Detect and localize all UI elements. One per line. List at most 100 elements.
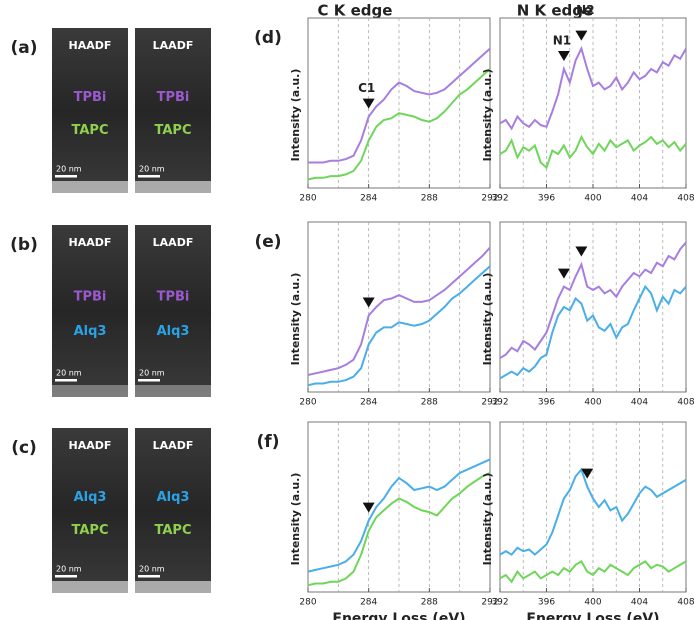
peak-label: C1 [358, 81, 375, 95]
x-tick-label: 392 [491, 194, 508, 204]
panel-label: (d) [254, 28, 282, 48]
peak-marker [362, 297, 375, 308]
peak-marker [362, 502, 375, 513]
x-tick-label: 292 [481, 194, 498, 204]
x-tick-label: 404 [631, 398, 648, 408]
scale-label: 20 nm [56, 565, 82, 574]
detector-label: LAADF [153, 439, 194, 452]
x-tick-label: 400 [584, 194, 601, 204]
x-tick-label: 404 [631, 194, 648, 204]
x-tick-label: 396 [538, 194, 555, 204]
x-tick-label: 408 [677, 194, 694, 204]
detector-label: LAADF [153, 39, 194, 52]
spectrum-line [307, 246, 491, 376]
spectrum-line [499, 467, 687, 556]
stem-image [52, 28, 128, 193]
detector-label: HAADF [69, 439, 112, 452]
spectrum-line [499, 134, 687, 170]
panel-label: (a) [10, 38, 37, 58]
spectrum-line [499, 45, 687, 131]
x-axis-label: Energy Loss (eV) [526, 611, 659, 620]
x-tick-label: 408 [677, 598, 694, 608]
y-axis-label: Intensity (a.u.) [289, 473, 302, 566]
image-edge [135, 181, 211, 193]
stem-image [52, 225, 128, 397]
peak-marker [575, 30, 588, 41]
x-tick-label: 284 [360, 398, 377, 408]
x-tick-label: 408 [677, 398, 694, 408]
material-label: Alq3 [74, 490, 107, 505]
y-axis-label: Intensity (a.u.) [289, 69, 302, 162]
detector-label: HAADF [69, 236, 112, 249]
y-axis-label: Intensity (a.u.) [289, 273, 302, 366]
material-label: TAPC [155, 523, 192, 538]
scale-bar [55, 575, 77, 578]
spectrum-line [499, 241, 687, 359]
material-label: TAPC [72, 123, 109, 138]
scale-label: 20 nm [139, 565, 165, 574]
material-label: TPBi [74, 290, 107, 305]
panel-label: (b) [10, 235, 38, 255]
peak-marker [557, 268, 570, 279]
x-tick-label: 292 [481, 398, 498, 408]
x-tick-label: 396 [538, 398, 555, 408]
stem-image [135, 28, 211, 193]
scale-bar [55, 175, 77, 178]
panel-label: (f) [257, 432, 280, 452]
x-tick-label: 404 [631, 598, 648, 608]
spectrum-line [499, 560, 687, 584]
spectrum-line [307, 458, 491, 573]
material-label: TPBi [157, 90, 190, 105]
scale-label: 20 nm [139, 369, 165, 378]
image-edge [52, 581, 128, 593]
x-tick-label: 400 [584, 398, 601, 408]
scale-label: 20 nm [56, 165, 82, 174]
column-title: N K edge [517, 2, 593, 20]
x-tick-label: 392 [491, 598, 508, 608]
spectrum-line [307, 265, 491, 387]
peak-marker [557, 51, 570, 61]
spectrum-line [307, 68, 491, 181]
panel-label: (e) [254, 232, 281, 252]
x-tick-label: 288 [421, 398, 438, 408]
stem-image [52, 428, 128, 593]
peak-marker [581, 468, 594, 479]
peak-marker [575, 246, 588, 257]
scale-bar [138, 379, 160, 382]
x-tick-label: 280 [299, 598, 316, 608]
material-label: TPBi [157, 290, 190, 305]
x-tick-label: 280 [299, 194, 316, 204]
peak-label: N2 [576, 3, 594, 17]
detector-label: LAADF [153, 236, 194, 249]
x-tick-label: 292 [481, 598, 498, 608]
x-tick-label: 288 [421, 598, 438, 608]
material-label: TAPC [72, 523, 109, 538]
detector-label: HAADF [69, 39, 112, 52]
x-tick-label: 396 [538, 598, 555, 608]
material-label: Alq3 [74, 324, 107, 339]
x-tick-label: 284 [360, 598, 377, 608]
y-axis-label: Intensity (a.u.) [481, 473, 494, 566]
spectrum-line [308, 47, 491, 164]
y-axis-label: Intensity (a.u.) [481, 273, 494, 366]
material-label: TAPC [155, 123, 192, 138]
x-tick-label: 392 [491, 398, 508, 408]
material-label: Alq3 [157, 490, 190, 505]
peak-label: N1 [553, 34, 571, 48]
spectrum-line [307, 472, 491, 587]
scale-label: 20 nm [139, 165, 165, 174]
column-title: C K edge [318, 2, 393, 20]
x-tick-label: 280 [299, 398, 316, 408]
scale-bar [138, 575, 160, 578]
x-tick-label: 288 [421, 194, 438, 204]
image-edge [52, 385, 128, 397]
scale-label: 20 nm [56, 369, 82, 378]
spectrum-line [499, 284, 687, 380]
scale-bar [55, 379, 77, 382]
image-edge [52, 181, 128, 193]
peak-marker [362, 98, 375, 109]
material-label: TPBi [74, 90, 107, 105]
x-tick-label: 400 [584, 598, 601, 608]
scale-bar [138, 175, 160, 178]
